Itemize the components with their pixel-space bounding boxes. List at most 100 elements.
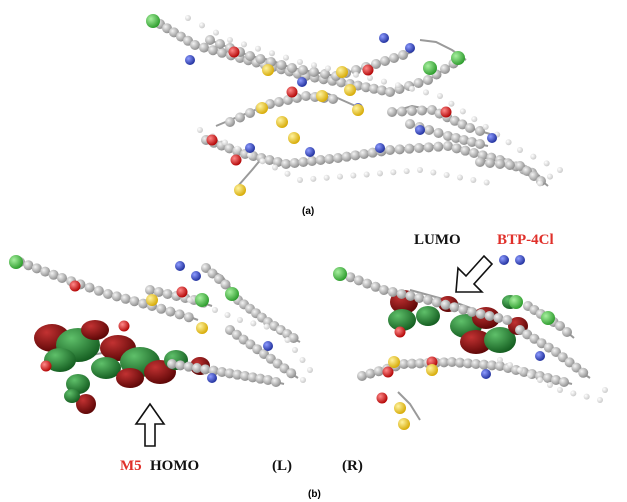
atom bbox=[305, 147, 315, 157]
atom bbox=[351, 65, 361, 75]
atom bbox=[146, 14, 160, 28]
atom bbox=[320, 69, 330, 79]
atom bbox=[120, 293, 131, 304]
atom bbox=[459, 108, 466, 115]
atom bbox=[499, 255, 509, 265]
atom bbox=[234, 145, 241, 152]
panel-b-caption: (b) bbox=[308, 489, 321, 500]
atom bbox=[40, 360, 52, 372]
panel-b-right-atoms bbox=[333, 255, 608, 430]
atom bbox=[315, 155, 326, 165]
atom bbox=[323, 174, 330, 181]
atom bbox=[277, 327, 283, 333]
atom bbox=[269, 50, 275, 57]
atom bbox=[405, 291, 416, 301]
atom bbox=[217, 47, 227, 58]
atom bbox=[167, 359, 177, 369]
atom bbox=[440, 106, 452, 118]
atom bbox=[324, 154, 335, 164]
atom bbox=[225, 117, 235, 127]
atom bbox=[298, 157, 309, 167]
panel-b-left-atoms bbox=[9, 255, 313, 387]
atom bbox=[361, 82, 371, 93]
atom bbox=[394, 402, 406, 414]
atom bbox=[175, 261, 185, 271]
atom bbox=[196, 322, 208, 334]
atom bbox=[183, 361, 194, 372]
atom bbox=[493, 313, 504, 323]
atom bbox=[271, 377, 281, 387]
atom bbox=[443, 141, 453, 151]
atom bbox=[458, 304, 469, 315]
atom bbox=[286, 86, 298, 98]
atom bbox=[300, 377, 306, 383]
atom bbox=[451, 133, 461, 143]
atom bbox=[583, 393, 590, 400]
atom bbox=[522, 166, 532, 176]
panel-b-right-molecule bbox=[333, 254, 608, 430]
atom bbox=[373, 366, 384, 377]
atom bbox=[208, 45, 218, 56]
atom bbox=[276, 60, 287, 70]
atom bbox=[457, 119, 468, 130]
atom bbox=[527, 372, 533, 378]
atom bbox=[390, 169, 397, 176]
atom bbox=[423, 142, 434, 153]
atom bbox=[118, 320, 130, 332]
atom bbox=[485, 158, 495, 168]
atom bbox=[443, 172, 450, 178]
atom bbox=[297, 177, 303, 183]
atom bbox=[197, 127, 203, 133]
atom bbox=[407, 106, 417, 116]
atom bbox=[283, 54, 289, 61]
atom bbox=[394, 144, 405, 155]
atom bbox=[482, 123, 489, 130]
atom bbox=[541, 311, 555, 325]
atom bbox=[286, 368, 297, 379]
atom bbox=[562, 327, 572, 337]
atom bbox=[379, 285, 389, 295]
atom bbox=[471, 116, 478, 123]
homo-arrow-icon bbox=[134, 402, 166, 447]
atom bbox=[292, 347, 298, 353]
atom bbox=[276, 116, 288, 128]
atom bbox=[455, 357, 465, 368]
atom bbox=[571, 362, 582, 373]
atom bbox=[174, 309, 185, 320]
atom bbox=[297, 59, 303, 65]
atom bbox=[345, 272, 356, 283]
atom bbox=[379, 33, 389, 43]
atom bbox=[517, 147, 523, 153]
atom bbox=[185, 55, 195, 65]
atom bbox=[309, 67, 319, 77]
atom bbox=[407, 358, 417, 369]
atom bbox=[357, 371, 367, 381]
atom bbox=[156, 303, 167, 314]
atom bbox=[232, 369, 243, 380]
atom bbox=[162, 289, 173, 299]
atom bbox=[487, 133, 497, 143]
atom bbox=[413, 78, 424, 88]
atom bbox=[551, 375, 561, 385]
atom bbox=[146, 294, 158, 306]
atom bbox=[272, 157, 283, 167]
atom bbox=[522, 329, 533, 340]
atom bbox=[199, 22, 205, 29]
atom bbox=[437, 93, 443, 99]
atom bbox=[299, 357, 306, 363]
atom bbox=[530, 153, 537, 160]
atom bbox=[263, 375, 273, 385]
atom bbox=[431, 297, 442, 308]
atom bbox=[195, 293, 209, 307]
atom bbox=[175, 360, 186, 371]
atom bbox=[543, 342, 554, 353]
atom bbox=[264, 155, 275, 165]
atom bbox=[439, 357, 449, 368]
atom bbox=[475, 157, 485, 167]
lumo-arrow-icon bbox=[455, 254, 494, 293]
atom bbox=[263, 341, 273, 351]
atom bbox=[423, 75, 433, 85]
panel-b-left-molecule bbox=[9, 255, 313, 447]
atom bbox=[40, 266, 51, 277]
atom bbox=[497, 357, 503, 363]
